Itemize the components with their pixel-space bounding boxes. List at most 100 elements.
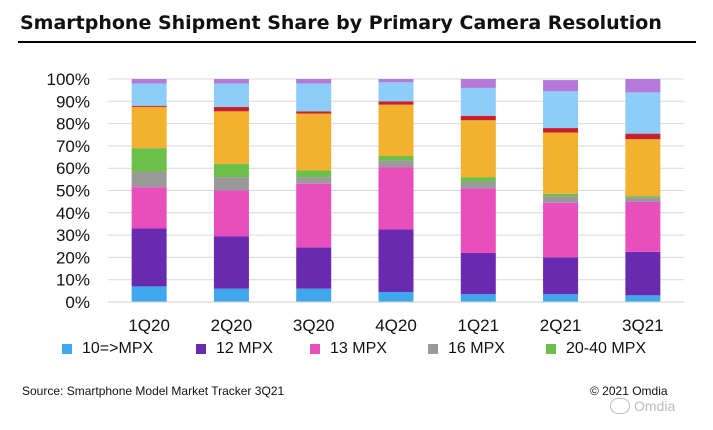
bar-segment	[296, 177, 332, 184]
bar-segment	[460, 294, 496, 302]
y-tick-label: 100%	[47, 70, 90, 89]
bar-segment	[625, 79, 661, 93]
bar-segment	[625, 201, 661, 252]
title-underline	[18, 41, 696, 43]
bar-segment	[131, 286, 167, 302]
bar-segment	[296, 170, 332, 178]
bar-segment	[296, 83, 332, 112]
bar-segment	[378, 155, 414, 161]
bar-segment	[213, 79, 249, 84]
bar-segment	[131, 106, 167, 149]
watermark: Omdia	[610, 398, 675, 414]
bar-segment	[296, 79, 332, 84]
legend-item: 16 MPX	[428, 340, 505, 358]
x-tick-label: 1Q20	[128, 316, 170, 335]
bar-segment	[460, 188, 496, 253]
legend-label: 16 MPX	[448, 340, 505, 357]
bar-segment	[378, 291, 414, 302]
bar-segment	[213, 177, 249, 191]
bar-segment	[213, 236, 249, 289]
bar-segment	[460, 115, 496, 121]
y-tick-label: 20%	[56, 248, 90, 267]
bar-segment	[460, 120, 496, 178]
y-tick-label: 0%	[65, 293, 90, 312]
legend-item: 13 MPX	[310, 340, 387, 358]
bar-segment	[543, 80, 579, 92]
bar-segment	[378, 104, 414, 156]
x-tick-label: 4Q20	[375, 316, 417, 335]
bar-segment	[131, 228, 167, 287]
bar-segment	[625, 197, 661, 202]
bar-segment	[131, 148, 167, 172]
bar-segment	[296, 247, 332, 289]
x-tick-label: 2Q20	[211, 316, 253, 335]
source-note: Source: Smartphone Model Market Tracker …	[22, 384, 285, 398]
x-tick-label: 3Q21	[622, 316, 664, 335]
legend-swatch	[428, 344, 438, 354]
legend-label: 13 MPX	[330, 340, 387, 357]
bar-segment	[378, 101, 414, 105]
bar-segment	[625, 295, 661, 302]
bar-segment	[131, 83, 167, 106]
bar-segment	[131, 79, 167, 84]
x-tick-label: 2Q21	[540, 316, 582, 335]
bar-segment	[460, 181, 496, 189]
bar-segment	[460, 177, 496, 182]
bar-segment	[213, 111, 249, 164]
legend-swatch	[546, 344, 556, 354]
legend: 10=>MPX 12 MPX 13 MPX 16 MPX 20-40 MPX	[0, 340, 713, 366]
y-tick-label: 70%	[56, 137, 90, 156]
bar-segment	[543, 202, 579, 258]
legend-swatch	[310, 344, 320, 354]
bar-segment	[543, 132, 579, 194]
copyright-note: © 2021 Omdia	[590, 384, 668, 398]
bar-segment	[378, 167, 414, 230]
y-tick-label: 10%	[56, 271, 90, 290]
bar-segment	[296, 113, 332, 171]
bar-segment	[460, 87, 496, 116]
bar-segment	[460, 79, 496, 88]
bar-segment	[296, 183, 332, 248]
bar-segment	[625, 251, 661, 296]
y-tick-label: 80%	[56, 115, 90, 134]
bars	[131, 79, 661, 302]
bar-segment	[213, 106, 249, 112]
bar-segment	[625, 196, 661, 198]
y-tick-label: 50%	[56, 182, 90, 201]
bar-segment	[296, 111, 332, 114]
bar-segment	[296, 288, 332, 302]
bar-segment	[625, 139, 661, 197]
bar-segment	[625, 133, 661, 140]
bar-segment	[543, 196, 579, 203]
watermark-text: Omdia	[634, 398, 676, 414]
y-tick-label: 40%	[56, 204, 90, 223]
bar-segment	[213, 163, 249, 178]
bar-segment	[543, 128, 579, 133]
legend-item: 20-40 MPX	[546, 340, 646, 358]
bar-segment	[543, 294, 579, 302]
legend-swatch	[196, 344, 206, 354]
y-tick-label: 60%	[56, 159, 90, 178]
bar-segment	[378, 229, 414, 292]
legend-label: 10=>MPX	[82, 340, 154, 357]
bar-segment	[131, 171, 167, 188]
legend-item: 10=>MPX	[62, 340, 153, 358]
bar-segment	[625, 92, 661, 134]
x-tick-label: 1Q21	[457, 316, 499, 335]
bar-segment	[543, 91, 579, 129]
y-tick-label: 90%	[56, 92, 90, 111]
y-tick-label: 30%	[56, 226, 90, 245]
chart-title: Smartphone Shipment Share by Primary Cam…	[20, 12, 662, 34]
bar-segment	[131, 187, 167, 229]
y-axis-ticks: 0% 10% 20% 30% 40% 50% 60% 70% 80% 90% 100%	[47, 70, 90, 312]
bar-segment	[131, 105, 167, 107]
legend-label: 20-40 MPX	[566, 340, 647, 357]
bar-segment	[543, 193, 579, 197]
bar-segment	[213, 190, 249, 237]
legend-swatch	[62, 344, 72, 354]
bar-segment	[378, 160, 414, 168]
wechat-icon	[610, 398, 630, 414]
x-tick-label: 3Q20	[293, 316, 335, 335]
bar-segment	[378, 82, 414, 102]
